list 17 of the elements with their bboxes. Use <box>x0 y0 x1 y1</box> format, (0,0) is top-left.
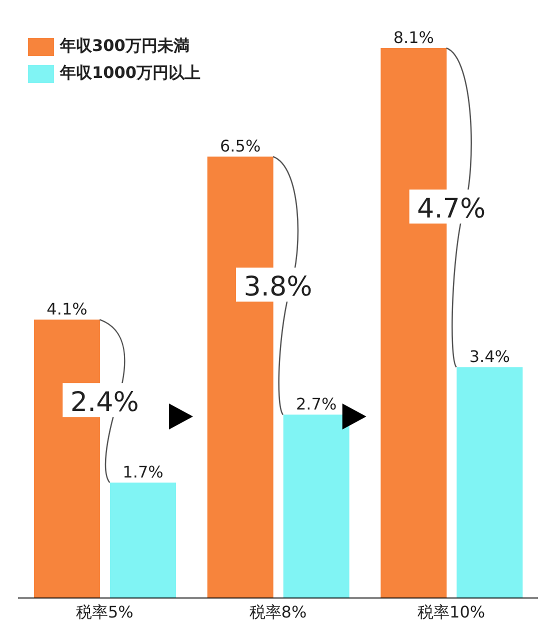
data-label: 6.5% <box>220 136 261 156</box>
annotation: 2.4% <box>70 387 139 418</box>
bar <box>283 414 350 598</box>
bar <box>456 367 523 598</box>
data-label: 8.1% <box>393 28 434 47</box>
bar <box>110 482 176 598</box>
data-label: 3.4% <box>469 347 510 366</box>
annotation: 3.8% <box>244 272 312 303</box>
legend-label: 年収300万円未満 <box>60 36 190 57</box>
data-label: 1.7% <box>122 462 164 482</box>
data-label: 4.1% <box>46 300 88 319</box>
annotation: 4.7% <box>417 194 486 225</box>
legend-label: 年収1000万円以上 <box>60 63 201 84</box>
x-tick-label: 税率5% <box>76 602 134 622</box>
data-label: 2.7% <box>296 394 337 414</box>
x-tick-label: 税率8% <box>249 602 307 622</box>
x-tick-label: 税率10% <box>418 602 486 622</box>
